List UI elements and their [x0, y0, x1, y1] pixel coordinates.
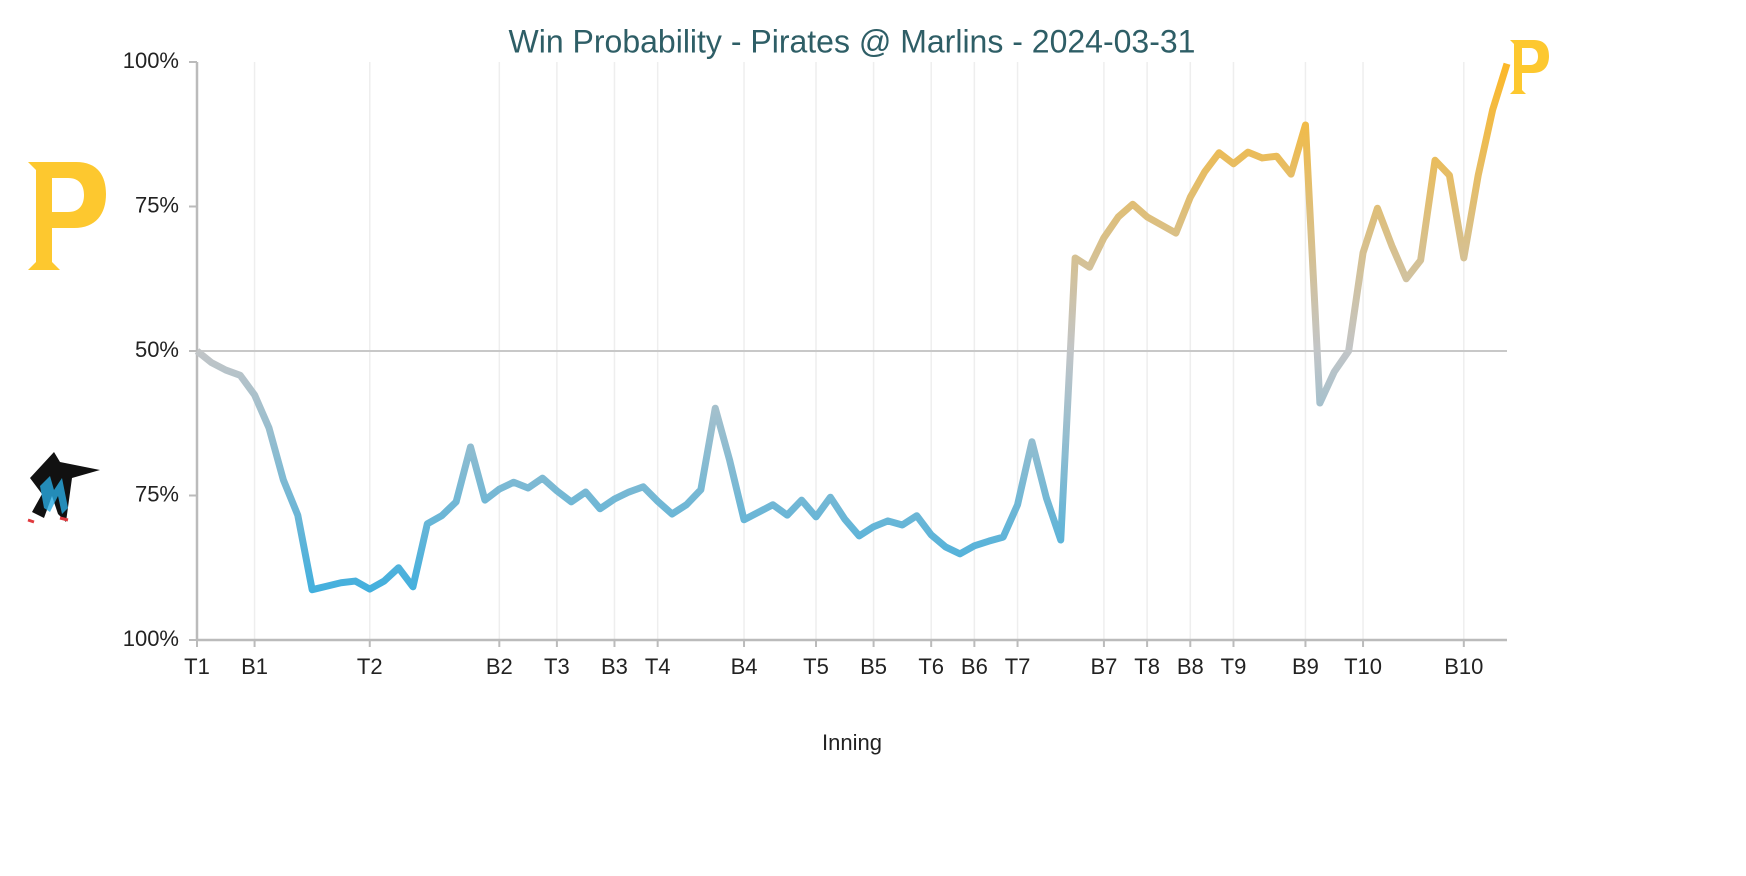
x-tick-label: B3	[601, 654, 628, 679]
x-tick-label: T5	[803, 654, 829, 679]
win-probability-line	[194, 62, 1511, 594]
x-tick-label: B2	[486, 654, 513, 679]
y-tick-label: 75%	[135, 481, 179, 506]
x-tick-label: B9	[1292, 654, 1319, 679]
x-tick-label: T4	[645, 654, 671, 679]
x-tick-label: T9	[1221, 654, 1247, 679]
x-tick-label: B10	[1444, 654, 1483, 679]
pirates-logo-small	[1510, 40, 1549, 94]
y-tick-label: 75%	[135, 192, 179, 217]
x-axis-label: Inning	[822, 730, 882, 755]
x-tick-label: B1	[241, 654, 268, 679]
y-tick-label: 50%	[135, 337, 179, 362]
x-tick-label: B5	[860, 654, 887, 679]
y-tick-label: 100%	[123, 626, 179, 651]
x-tick-label: T8	[1134, 654, 1160, 679]
x-tick-label: T2	[357, 654, 383, 679]
x-tick-label: B6	[961, 654, 988, 679]
x-tick-label: T3	[544, 654, 570, 679]
x-tick-label: T1	[184, 654, 210, 679]
chart-title: Win Probability - Pirates @ Marlins - 20…	[509, 23, 1196, 59]
x-tick-label: T7	[1005, 654, 1031, 679]
pirates-logo	[28, 162, 106, 270]
x-tick-label: T10	[1344, 654, 1382, 679]
marlins-logo	[27, 452, 100, 524]
x-tick-label: B7	[1090, 654, 1117, 679]
x-tick-label: T6	[918, 654, 944, 679]
x-tick-label: B4	[731, 654, 758, 679]
y-tick-label: 100%	[123, 48, 179, 73]
x-tick-label: B8	[1177, 654, 1204, 679]
